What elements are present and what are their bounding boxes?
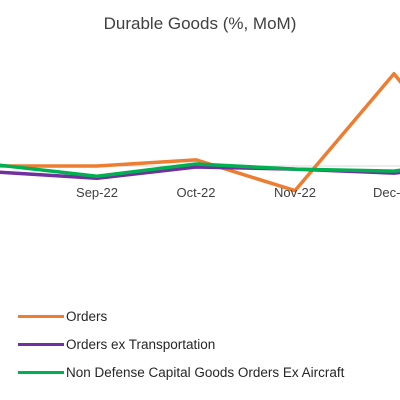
legend-item-orders-ex-transportation: Orders ex Transportation (18, 330, 344, 358)
x-tick-label-nov-22: Nov-22 (274, 185, 316, 200)
legend-swatch-orders-ex-transportation (18, 342, 64, 346)
series-line-non-defense-capital-goods-orders-ex-aircraft (0, 162, 400, 178)
x-tick-label-oct-22: Oct-22 (176, 185, 215, 200)
x-tick-label-sep-22: Sep-22 (76, 185, 118, 200)
legend-label-core-capital-goods: Non Defense Capital Goods Orders Ex Airc… (66, 364, 345, 380)
series-line-orders (0, 72, 400, 193)
legend-swatch-core-capital-goods (18, 370, 64, 374)
legend-label-orders: Orders (66, 308, 108, 324)
legend-item-orders: Orders (18, 302, 344, 330)
legend-swatch-orders (18, 314, 64, 318)
legend-label-orders-ex-transportation: Orders ex Transportation (66, 336, 216, 352)
x-tick-label-dec-22: Dec-22 (373, 185, 400, 200)
chart-title: Durable Goods (%, MoM) (103, 14, 297, 33)
series-lines (0, 72, 400, 193)
legend-item-core-capital-goods: Non Defense Capital Goods Orders Ex Airc… (18, 358, 344, 386)
legend: Orders Orders ex Transportation Non Defe… (18, 302, 344, 386)
